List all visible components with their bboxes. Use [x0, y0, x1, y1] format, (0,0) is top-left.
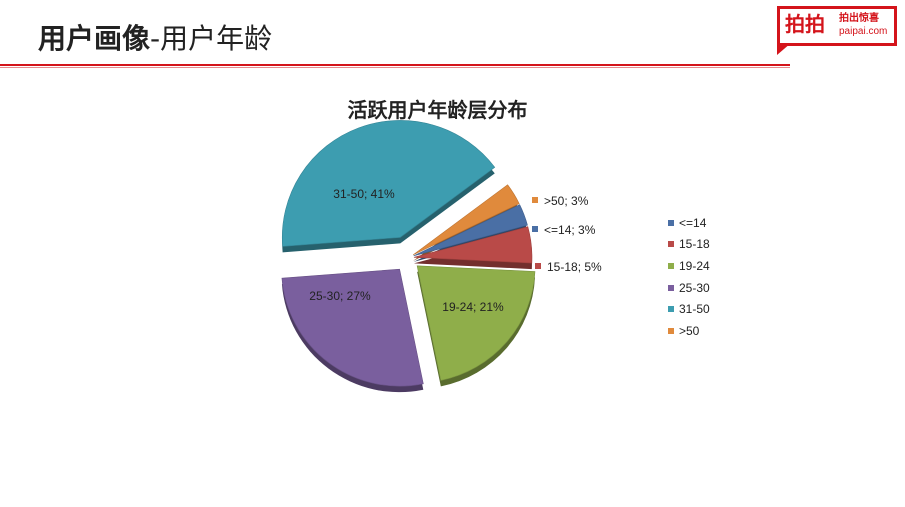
title-divider: [0, 64, 790, 66]
legend-item-31-50: 31-50: [668, 298, 710, 320]
legend-swatch-19-24: [668, 262, 674, 269]
data-label-<=14: <=14; 3%: [544, 223, 596, 237]
data-label->50: >50; 3%: [544, 194, 589, 208]
legend-item->50: >50: [668, 320, 710, 342]
pie-slice-15-18: [413, 226, 533, 264]
legend-item-25-30: 25-30: [668, 277, 710, 299]
legend-label-25-30: 25-30: [679, 280, 710, 295]
logo-domain: paipai.com: [839, 26, 888, 37]
legend-item-19-24: 19-24: [668, 255, 710, 277]
chart-title: 活跃用户年龄层分布: [347, 98, 528, 122]
legend-swatch->50: [668, 327, 674, 334]
legend-swatch-31-50: [668, 306, 674, 313]
data-label-31-50: 31-50; 41%: [333, 187, 395, 201]
legend-swatch-<=14: [668, 219, 674, 226]
logo-tagline: 拍出惊喜: [839, 13, 879, 24]
logo-frame: [777, 6, 897, 46]
pie-slice-25-30: [281, 268, 424, 387]
page-title: 用户画像-用户年龄: [38, 22, 272, 56]
chart-legend: <=14 15-18 19-24 25-30 31-50 >50: [668, 212, 710, 342]
pie-slice-31-50: [281, 120, 496, 247]
data-label-25-30: 25-30; 27%: [309, 289, 371, 303]
logo-speech-tail: [777, 43, 791, 55]
data-label-marker-<=14: [532, 226, 538, 232]
data-label-19-24: 19-24; 21%: [442, 300, 504, 314]
title-divider-thin: [0, 67, 790, 68]
logo-text: 拍拍: [785, 12, 825, 36]
paipai-logo: 拍拍 拍出惊喜 paipai.com: [777, 6, 901, 56]
legend-item-15-18: 15-18: [668, 234, 710, 256]
page-title-sub: -用户年龄: [150, 22, 273, 55]
data-label-marker-15-18: [535, 263, 541, 269]
data-label-marker->50: [532, 197, 538, 203]
data-label-15-18: 15-18; 5%: [547, 260, 602, 274]
chart-title-wrap: 活跃用户年龄层分布: [0, 94, 905, 123]
page-title-main: 用户画像: [38, 22, 151, 55]
legend-label-19-24: 19-24: [679, 258, 710, 273]
pie-slice-<=14: [413, 204, 528, 257]
pie-slice->50: [412, 184, 520, 256]
legend-item-<=14: <=14: [668, 212, 710, 234]
legend-swatch-15-18: [668, 241, 674, 248]
legend-label-31-50: 31-50: [679, 302, 710, 317]
legend-label->50: >50: [679, 323, 700, 338]
legend-swatch-25-30: [668, 284, 674, 291]
pie-slice-19-24: [416, 265, 536, 381]
legend-label-<=14: <=14: [679, 215, 707, 230]
legend-label-15-18: 15-18: [679, 237, 710, 252]
